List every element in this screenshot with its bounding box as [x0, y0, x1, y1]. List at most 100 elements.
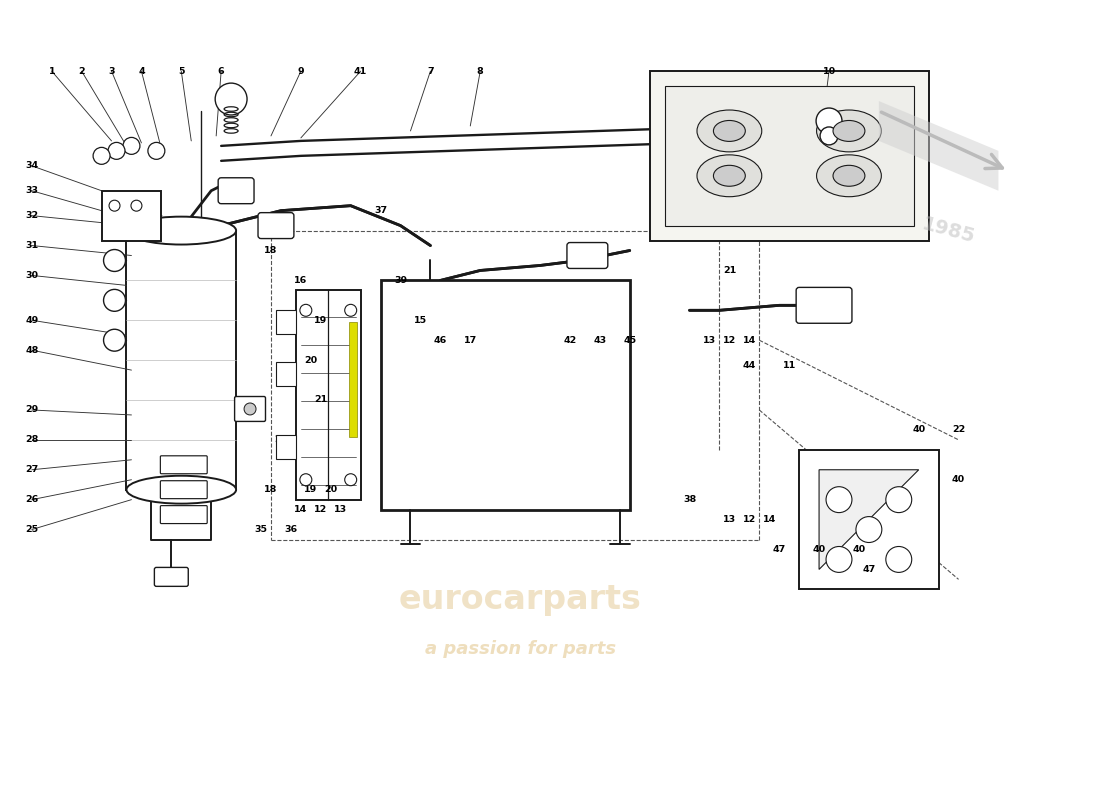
Text: 18: 18: [264, 246, 277, 255]
Ellipse shape: [833, 121, 865, 142]
Text: 23: 23: [274, 435, 287, 444]
Text: 38: 38: [683, 495, 696, 504]
Text: 26: 26: [25, 495, 39, 504]
Text: 1: 1: [48, 66, 55, 76]
Text: 11: 11: [782, 361, 795, 370]
Text: 12: 12: [315, 505, 328, 514]
Ellipse shape: [714, 121, 746, 142]
Circle shape: [344, 474, 356, 486]
Circle shape: [109, 200, 120, 211]
Circle shape: [856, 517, 882, 542]
Text: 31: 31: [25, 241, 39, 250]
Circle shape: [886, 546, 912, 572]
FancyBboxPatch shape: [161, 456, 207, 474]
Circle shape: [886, 486, 912, 513]
Circle shape: [300, 304, 311, 316]
Text: 40: 40: [912, 426, 925, 434]
FancyBboxPatch shape: [154, 567, 188, 586]
Text: 37: 37: [374, 206, 387, 215]
Text: 20: 20: [305, 356, 318, 365]
Text: 13: 13: [703, 336, 716, 345]
Ellipse shape: [126, 476, 236, 504]
FancyBboxPatch shape: [234, 397, 265, 422]
Circle shape: [94, 147, 110, 164]
Circle shape: [108, 142, 125, 159]
Text: 14: 14: [294, 505, 308, 514]
Text: 19: 19: [315, 316, 328, 325]
Polygon shape: [879, 101, 999, 190]
Polygon shape: [799, 450, 938, 590]
Circle shape: [103, 290, 125, 311]
Text: 40: 40: [952, 475, 965, 484]
Text: 28: 28: [25, 435, 39, 444]
FancyBboxPatch shape: [796, 287, 851, 323]
Text: 20: 20: [324, 485, 338, 494]
FancyBboxPatch shape: [161, 481, 207, 498]
Bar: [650, 71, 928, 241]
Circle shape: [123, 138, 140, 154]
FancyBboxPatch shape: [566, 242, 608, 269]
Text: 40: 40: [852, 545, 866, 554]
Text: 40: 40: [813, 545, 826, 554]
Text: 30: 30: [25, 271, 39, 280]
FancyBboxPatch shape: [161, 506, 207, 523]
Text: 21: 21: [723, 266, 736, 275]
Circle shape: [826, 546, 851, 572]
Text: 21: 21: [315, 395, 328, 405]
Ellipse shape: [697, 110, 762, 152]
Text: 9: 9: [298, 66, 305, 76]
Text: a passion for parts: a passion for parts: [425, 640, 616, 658]
Text: 14: 14: [762, 515, 776, 524]
FancyBboxPatch shape: [218, 178, 254, 204]
Text: 12: 12: [742, 515, 756, 524]
Bar: [276, 362, 296, 386]
Text: 13: 13: [723, 515, 736, 524]
Text: 18: 18: [264, 485, 277, 494]
Text: 22: 22: [952, 426, 965, 434]
Text: 2: 2: [78, 66, 85, 76]
Text: 43: 43: [593, 336, 606, 345]
Ellipse shape: [816, 155, 881, 197]
Text: 6: 6: [218, 66, 224, 76]
Text: 46: 46: [433, 336, 447, 345]
Text: 12: 12: [723, 336, 736, 345]
Circle shape: [244, 403, 256, 415]
FancyBboxPatch shape: [258, 213, 294, 238]
Text: 42: 42: [563, 336, 576, 345]
Ellipse shape: [714, 166, 746, 186]
Text: 47: 47: [862, 565, 876, 574]
Text: 3: 3: [108, 66, 114, 76]
Bar: [276, 435, 296, 459]
Text: 47: 47: [772, 545, 785, 554]
Bar: [101, 190, 162, 241]
Ellipse shape: [833, 166, 865, 186]
Text: 44: 44: [742, 361, 756, 370]
Circle shape: [216, 83, 248, 115]
Text: 32: 32: [25, 211, 39, 220]
Text: 27: 27: [25, 466, 39, 474]
Text: 5: 5: [178, 66, 185, 76]
Text: 1985: 1985: [920, 214, 977, 247]
Text: 15: 15: [414, 316, 427, 325]
Text: 36: 36: [284, 525, 297, 534]
Text: 8: 8: [477, 66, 484, 76]
Circle shape: [344, 304, 356, 316]
Text: 33: 33: [25, 186, 39, 195]
Text: 7: 7: [427, 66, 433, 76]
Text: 10: 10: [823, 66, 836, 76]
Text: 29: 29: [25, 406, 39, 414]
Text: 39: 39: [394, 276, 407, 285]
Ellipse shape: [816, 110, 881, 152]
Ellipse shape: [126, 217, 236, 245]
Circle shape: [816, 108, 842, 134]
Circle shape: [103, 250, 125, 271]
Text: 13: 13: [334, 505, 348, 514]
Text: 19: 19: [305, 485, 318, 494]
Circle shape: [821, 127, 838, 145]
Text: 14: 14: [742, 336, 756, 345]
Bar: [296, 290, 361, 500]
Ellipse shape: [697, 155, 762, 197]
Text: 35: 35: [254, 525, 267, 534]
Circle shape: [103, 330, 125, 351]
Bar: [276, 310, 296, 334]
